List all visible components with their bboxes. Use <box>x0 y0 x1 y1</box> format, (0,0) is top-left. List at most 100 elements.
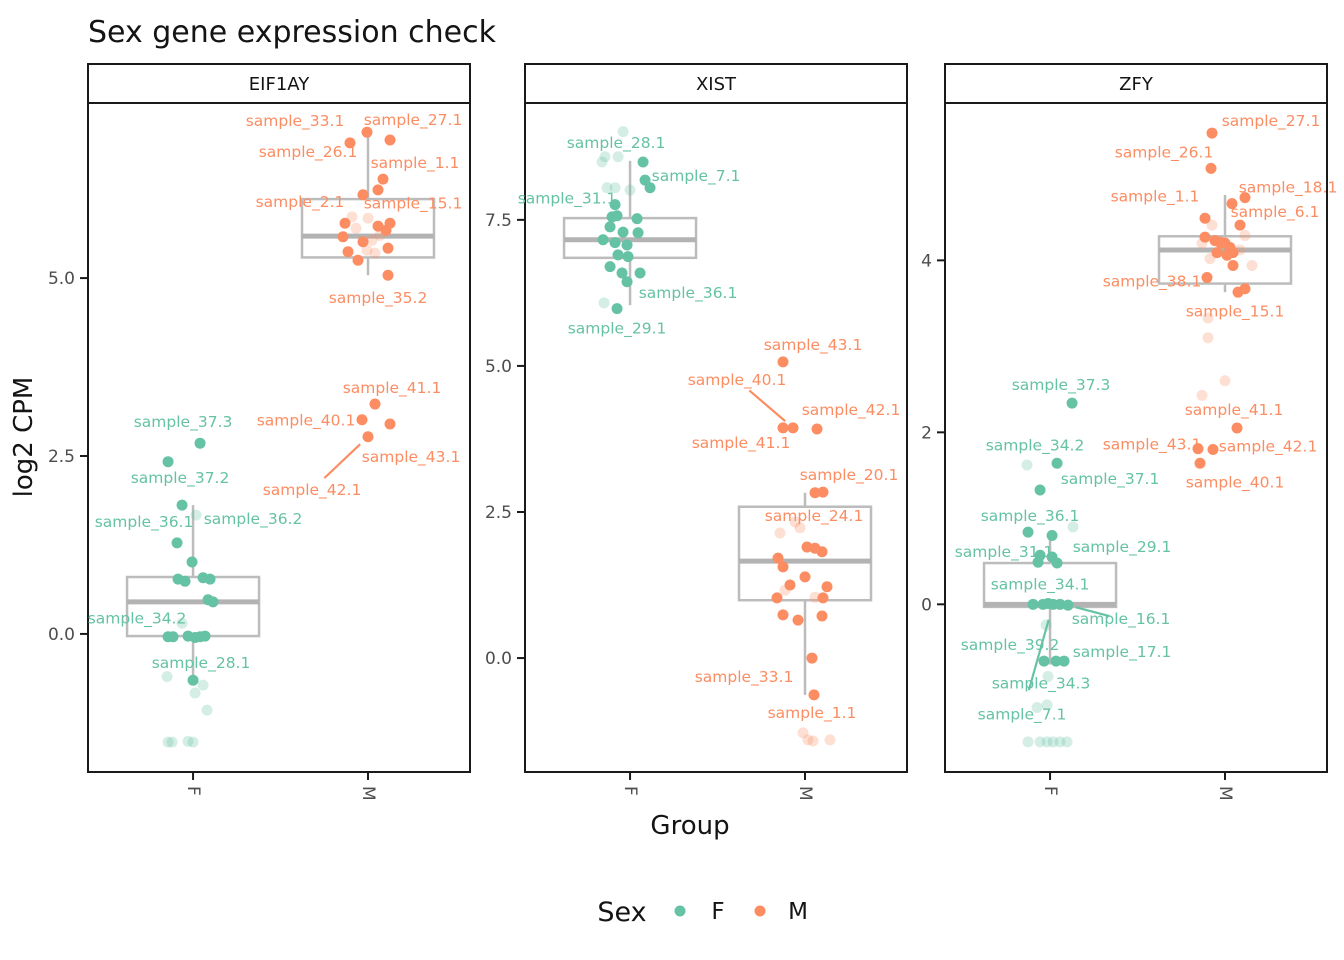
point-label: sample_43.1 <box>362 448 461 467</box>
data-point <box>1192 443 1204 455</box>
y-tick-label: 2 <box>921 423 932 443</box>
y-axis-title: log2 CPM <box>9 377 39 498</box>
facet-label: EIF1AY <box>249 74 310 95</box>
data-point <box>1207 444 1219 456</box>
point-label: sample_34.3 <box>992 675 1091 694</box>
data-point <box>616 267 628 279</box>
data-point <box>817 486 829 498</box>
data-point <box>1042 671 1054 683</box>
data-point <box>194 437 206 449</box>
data-point <box>596 156 608 168</box>
y-tick-label: 5.0 <box>485 357 512 377</box>
data-point <box>382 242 394 254</box>
point-label: sample_7.1 <box>978 705 1067 724</box>
data-point <box>190 509 202 521</box>
legend-entry-label: F <box>711 899 724 925</box>
legend: Sex F M <box>597 897 808 928</box>
point-label: sample_24.1 <box>765 507 864 526</box>
data-point <box>612 151 624 163</box>
facet-label: ZFY <box>1119 74 1154 95</box>
point-label: sample_16.1 <box>1072 610 1171 629</box>
data-point <box>352 254 364 266</box>
data-point <box>1221 249 1233 261</box>
data-point <box>380 224 392 236</box>
point-label: sample_40.1 <box>1186 473 1285 492</box>
data-point <box>601 182 613 194</box>
data-point <box>1062 599 1074 611</box>
point-label: sample_42.1 <box>802 401 901 420</box>
facet-panels: EIF1AY0.02.55.0Fsample_37.3sample_37.2sa… <box>48 63 1337 801</box>
leader-line <box>323 443 361 479</box>
data-point <box>1196 237 1208 249</box>
data-point <box>617 226 629 238</box>
data-point <box>809 591 821 603</box>
data-point <box>1206 127 1218 139</box>
point-label: sample_29.1 <box>568 320 667 339</box>
data-point <box>189 687 201 699</box>
legend-title: Sex <box>597 897 646 928</box>
data-point <box>350 222 362 234</box>
panel-border <box>87 102 471 773</box>
point-label: sample_1.1 <box>371 154 460 173</box>
data-point <box>612 249 624 261</box>
data-point <box>774 527 786 539</box>
data-point <box>1226 198 1238 210</box>
leader-line <box>1027 619 1050 691</box>
data-point <box>339 217 351 229</box>
data-point <box>1206 219 1218 231</box>
data-point <box>1031 702 1043 714</box>
x-tick-label: F <box>620 786 640 796</box>
point-label: sample_17.1 <box>1073 643 1172 662</box>
data-point <box>808 689 820 701</box>
data-point <box>176 617 188 629</box>
data-point <box>374 229 386 241</box>
x-tick-label: F <box>183 786 203 796</box>
data-point <box>202 594 214 606</box>
legend-key-F <box>674 905 686 917</box>
data-point <box>1234 219 1246 231</box>
point-label: sample_36.2 <box>204 510 303 529</box>
point-label: sample_37.1 <box>1061 470 1160 489</box>
data-point <box>797 727 809 739</box>
legend-entry: M <box>754 899 808 925</box>
data-point <box>598 297 610 309</box>
facet-label: XIST <box>696 74 737 95</box>
data-point <box>179 575 191 587</box>
point-label: sample_1.1 <box>1111 188 1200 207</box>
data-point <box>777 356 789 368</box>
data-point <box>599 151 611 163</box>
data-point <box>1202 312 1214 324</box>
data-point <box>1054 736 1066 748</box>
data-point <box>1232 286 1244 298</box>
data-point <box>1041 699 1053 711</box>
data-point <box>357 189 369 201</box>
y-tick-label: 5.0 <box>48 269 75 289</box>
point-label: sample_37.3 <box>1012 376 1111 395</box>
box <box>737 505 873 602</box>
data-point <box>624 184 636 196</box>
data-point <box>611 210 623 222</box>
data-point <box>604 221 616 233</box>
data-point <box>199 630 211 642</box>
y-tick-label: 0.0 <box>48 625 75 645</box>
data-point <box>201 704 213 716</box>
y-tick-label: 0.0 <box>485 649 512 669</box>
x-tick-label: M <box>1215 786 1235 801</box>
data-point <box>1196 389 1208 401</box>
data-point <box>186 556 198 568</box>
point-label: sample_43.1 <box>1103 436 1202 455</box>
panel-border <box>524 102 908 773</box>
point-label: sample_42.1 <box>263 481 362 500</box>
data-point <box>344 137 356 149</box>
data-point <box>1050 655 1062 667</box>
legend-entry: F <box>674 899 725 925</box>
point-label: sample_34.2 <box>88 609 187 628</box>
leader-line <box>1075 606 1110 618</box>
point-label: sample_28.1 <box>152 654 251 673</box>
data-point <box>362 212 374 224</box>
point-label: sample_37.3 <box>134 413 233 432</box>
point-label: sample_38.1 <box>1103 273 1202 292</box>
point-label: sample_36.1 <box>639 284 738 303</box>
